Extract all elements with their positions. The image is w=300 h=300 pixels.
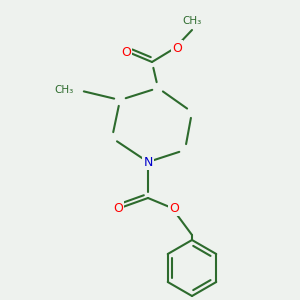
Text: O: O bbox=[113, 202, 123, 214]
Text: N: N bbox=[143, 155, 153, 169]
Text: O: O bbox=[169, 202, 179, 214]
Text: CH₃: CH₃ bbox=[55, 85, 74, 95]
Text: CH₃: CH₃ bbox=[182, 16, 202, 26]
Text: O: O bbox=[172, 41, 182, 55]
Text: O: O bbox=[121, 46, 131, 59]
